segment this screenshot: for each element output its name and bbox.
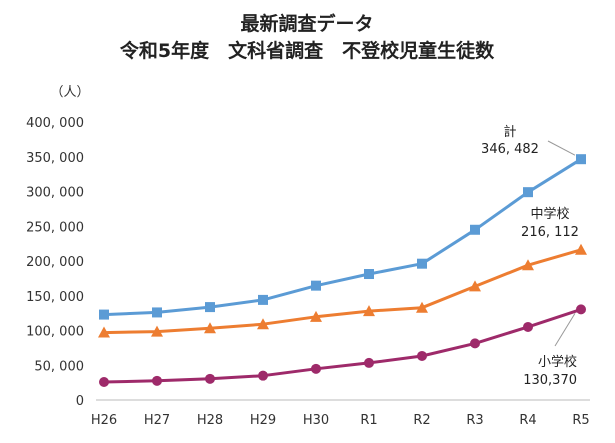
x-axis-ticks: H26 H27 H28 H29 H30 R1 R2 R3 R4 R5 [91, 413, 590, 428]
series-annotation-value: 130,370 [523, 373, 577, 388]
data-point [98, 326, 110, 338]
data-point [152, 375, 162, 386]
data-point [576, 304, 586, 315]
data-point [258, 294, 268, 305]
y-tick-label: 0 [76, 394, 84, 409]
data-point [576, 154, 586, 165]
annotation-leader-line [554, 313, 576, 347]
chart-title: 最新調査データ [240, 12, 373, 35]
series-annotation-label: 中学校 [530, 206, 569, 222]
data-point [204, 322, 216, 334]
series-annotation-label: 小学校 [538, 354, 577, 370]
x-tick-label: R1 [360, 413, 377, 428]
data-point [417, 350, 427, 361]
data-point [522, 259, 534, 271]
y-tick-label: 50, 000 [34, 359, 84, 374]
y-tick-label: 400, 000 [26, 116, 84, 131]
data-point [416, 301, 428, 313]
x-tick-label: H30 [303, 413, 329, 428]
series-annotation-value: 216, 112 [521, 225, 579, 240]
y-tick-label: 100, 000 [26, 325, 84, 340]
series-line [103, 307, 582, 384]
x-tick-label: R3 [466, 413, 483, 428]
x-tick-label: R4 [519, 413, 536, 428]
y-tick-label: 300, 000 [26, 186, 84, 201]
x-tick-label: H28 [197, 413, 223, 428]
y-tick-label: 150, 000 [26, 290, 84, 305]
data-point [575, 243, 587, 255]
data-point [363, 305, 375, 317]
x-tick-label: R5 [572, 413, 589, 428]
data-point [469, 280, 481, 292]
data-point [258, 370, 268, 381]
data-point [205, 373, 215, 384]
data-point [523, 321, 533, 332]
data-point [205, 302, 215, 313]
data-point [152, 307, 162, 318]
data-point [470, 224, 480, 235]
series-annotation-value: 346, 482 [481, 142, 539, 157]
y-tick-label: 200, 000 [26, 255, 84, 270]
data-point [364, 269, 374, 280]
data-point [257, 318, 269, 330]
data-point [311, 363, 321, 374]
data-point [311, 280, 321, 291]
series-line [103, 157, 582, 317]
data-point [151, 325, 163, 337]
annotation-leader-line [547, 140, 576, 156]
data-point [99, 309, 109, 320]
x-tick-label: H26 [91, 413, 117, 428]
series-line [103, 248, 582, 335]
data-point [523, 187, 533, 198]
y-axis-unit: （人） [50, 85, 89, 100]
series-group [98, 154, 587, 388]
series-annotation-label: 計 [503, 124, 516, 140]
x-tick-label: R2 [413, 413, 430, 428]
y-tick-label: 250, 000 [26, 220, 84, 235]
x-tick-label: H29 [250, 413, 276, 428]
data-point [470, 338, 480, 349]
y-axis-ticks: 0 50, 000 100, 000 150, 000 200, 000 250, 000… [26, 116, 84, 409]
data-point [417, 258, 427, 269]
annotations: 計 346, 482 中学校 216, 112 小学校 130,370 [481, 124, 579, 388]
y-tick-label: 350, 000 [26, 151, 84, 166]
data-point [364, 357, 374, 368]
data-point [99, 377, 109, 388]
chart-subtitle: 令和5年度 文科省調査 不登校児童生徒数 [120, 39, 495, 62]
x-tick-label: H27 [144, 413, 170, 428]
data-point [310, 310, 322, 322]
